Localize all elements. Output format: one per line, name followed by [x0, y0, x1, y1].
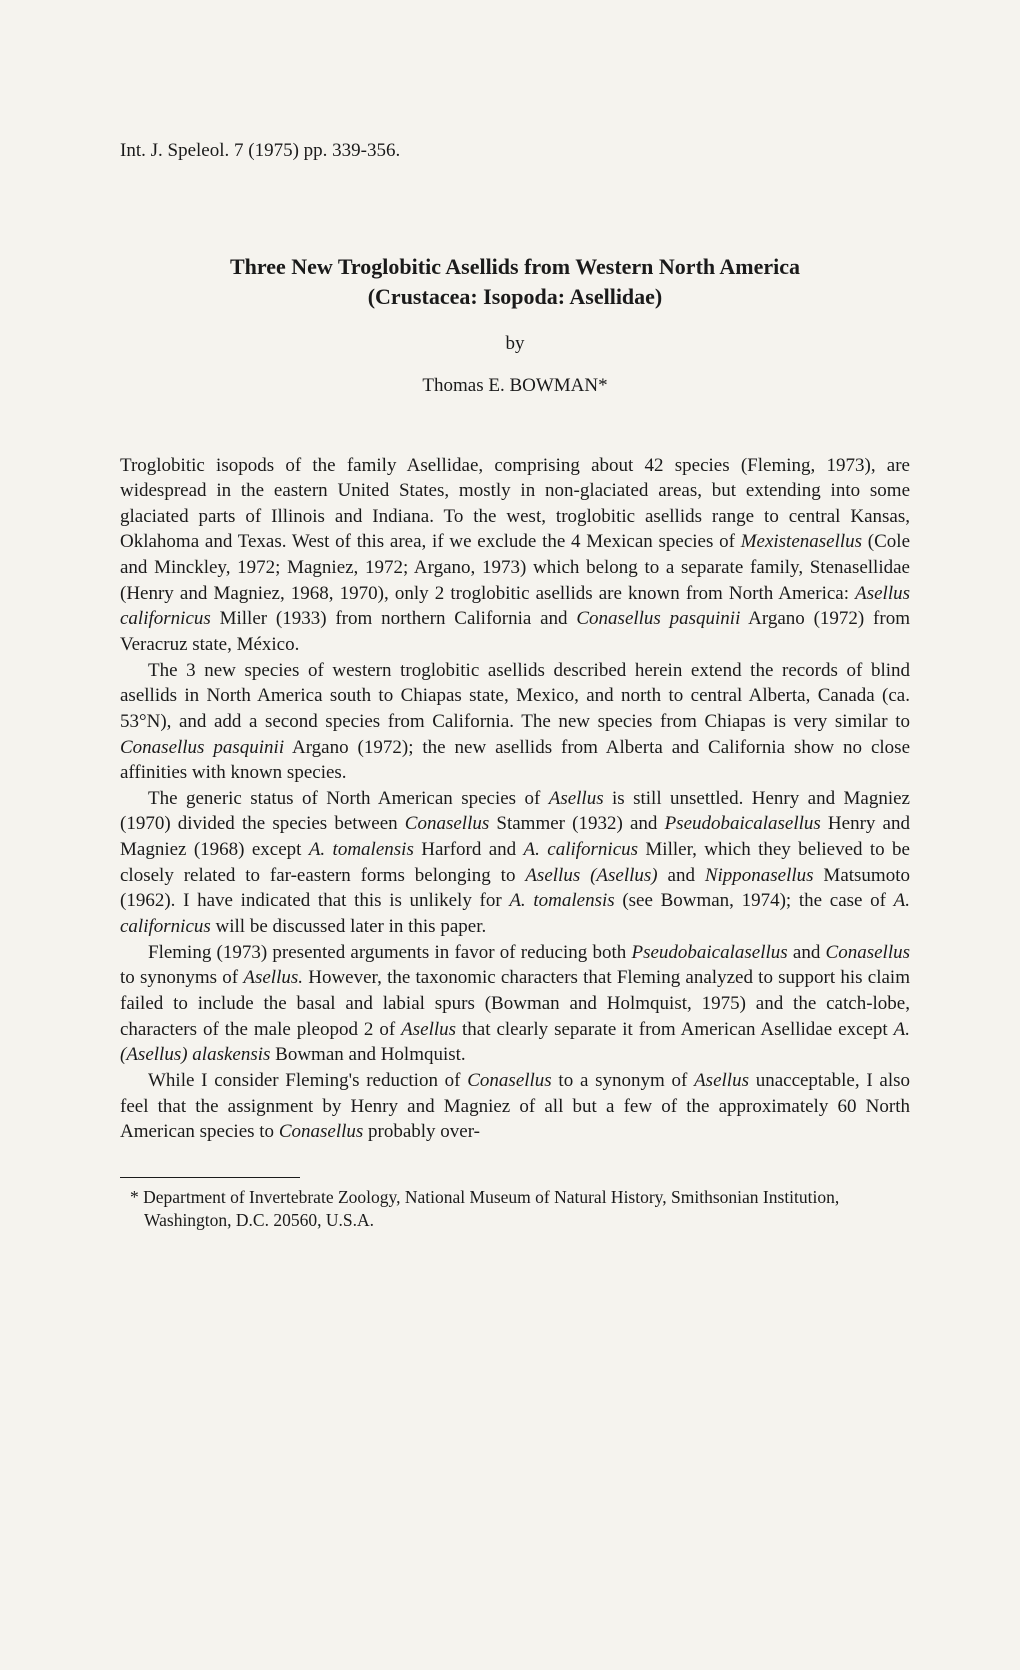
- italic-taxon: Asellus (Asellus): [525, 865, 657, 886]
- text-run: Fleming (1973) presented arguments in fa…: [148, 942, 631, 963]
- italic-taxon: Asellus: [401, 1019, 456, 1040]
- text-run: to synonyms of: [120, 967, 243, 988]
- paragraph-2: The 3 new species of western troglobitic…: [120, 658, 910, 786]
- title-block: Three New Troglobitic Asellids from West…: [120, 252, 910, 314]
- italic-taxon: Conasellus: [467, 1070, 551, 1091]
- italic-taxon: Asellus.: [243, 967, 303, 988]
- italic-taxon: A. tomalensis: [309, 839, 414, 860]
- italic-taxon: Mexistenasellus: [741, 531, 862, 552]
- article-title-line1: Three New Troglobitic Asellids from West…: [120, 252, 910, 283]
- body-text: Troglobitic isopods of the family Aselli…: [120, 453, 910, 1145]
- italic-taxon: Nipponasellus: [705, 865, 814, 886]
- italic-taxon: Asellus: [694, 1070, 749, 1091]
- text-run: will be discussed later in this paper.: [211, 916, 486, 937]
- text-run: and: [788, 942, 826, 963]
- text-run: probably over-: [363, 1121, 480, 1142]
- italic-taxon: Conasellus pasquinii: [576, 608, 740, 629]
- italic-taxon: Conasellus: [279, 1121, 363, 1142]
- text-run: that clearly separate it from American A…: [456, 1019, 894, 1040]
- author-affiliation-footnote: * Department of Invertebrate Zoology, Na…: [120, 1186, 910, 1232]
- text-run: (see Bowman, 1974); the case of: [615, 890, 894, 911]
- italic-taxon: Conasellus: [826, 942, 910, 963]
- text-run: to a synonym of: [552, 1070, 694, 1091]
- text-run: Bowman and Holmquist.: [270, 1044, 465, 1065]
- paragraph-4: Fleming (1973) presented arguments in fa…: [120, 940, 910, 1068]
- text-run: Miller (1933) from northern California a…: [211, 608, 577, 629]
- italic-taxon: Conasellus pasquinii: [120, 737, 284, 758]
- paragraph-1: Troglobitic isopods of the family Aselli…: [120, 453, 910, 658]
- italic-taxon: Conasellus: [405, 813, 489, 834]
- journal-citation: Int. J. Speleol. 7 (1975) pp. 339-356.: [120, 138, 910, 164]
- italic-taxon: Asellus: [549, 788, 604, 809]
- italic-taxon: Pseudobaicalasellus: [665, 813, 821, 834]
- article-title-line2: (Crustacea: Isopoda: Asellidae): [120, 282, 910, 313]
- footnote-rule: [120, 1177, 300, 1178]
- italic-taxon: A. tomalensis: [509, 890, 614, 911]
- by-label: by: [120, 331, 910, 357]
- text-run: The 3 new species of western troglobitic…: [120, 660, 910, 732]
- text-run: Stammer (1932) and: [489, 813, 664, 834]
- text-run: The generic status of North American spe…: [148, 788, 549, 809]
- text-run: Harford and: [414, 839, 524, 860]
- paragraph-3: The generic status of North American spe…: [120, 786, 910, 940]
- author-name: Thomas E. BOWMAN*: [120, 373, 910, 399]
- italic-taxon: Pseudobaica­lasellus: [631, 942, 787, 963]
- text-run: and: [658, 865, 705, 886]
- italic-taxon: A. californicus: [524, 839, 639, 860]
- text-run: While I consider Fleming's reduction of: [148, 1070, 467, 1091]
- paragraph-5: While I consider Fleming's reduction of …: [120, 1068, 910, 1145]
